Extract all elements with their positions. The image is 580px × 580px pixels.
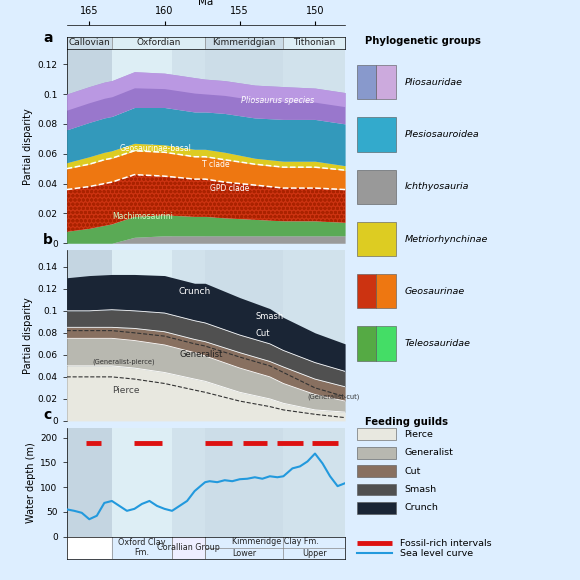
Bar bbox=[67, 250, 112, 421]
Text: Phylogenetic groups: Phylogenetic groups bbox=[365, 37, 481, 46]
Text: Machimosaurini: Machimosaurini bbox=[112, 212, 173, 222]
Bar bbox=[357, 484, 396, 495]
Bar bbox=[205, 536, 345, 559]
Text: Kimmeridgian: Kimmeridgian bbox=[213, 38, 276, 48]
X-axis label: Ma: Ma bbox=[198, 0, 213, 6]
Text: (Generalist-cut): (Generalist-cut) bbox=[307, 394, 360, 400]
Bar bbox=[172, 49, 205, 243]
Bar bbox=[172, 536, 205, 559]
Bar bbox=[67, 250, 112, 421]
Bar bbox=[357, 447, 396, 459]
Bar bbox=[357, 502, 396, 514]
Bar bbox=[67, 49, 112, 243]
Text: Cut: Cut bbox=[255, 329, 270, 338]
Text: Teleosauridae: Teleosauridae bbox=[405, 339, 470, 348]
Bar bbox=[67, 428, 112, 536]
Bar bbox=[357, 169, 396, 204]
Text: GPD clade: GPD clade bbox=[209, 184, 249, 193]
Text: Feeding guilds: Feeding guilds bbox=[365, 416, 448, 427]
Bar bbox=[205, 49, 284, 243]
Text: Plesiosauroidea: Plesiosauroidea bbox=[405, 130, 479, 139]
Text: Lower: Lower bbox=[232, 549, 256, 558]
Bar bbox=[67, 428, 112, 536]
Bar bbox=[284, 250, 345, 421]
Bar bbox=[284, 428, 345, 536]
Bar bbox=[172, 250, 205, 421]
Bar bbox=[357, 117, 396, 152]
Bar bbox=[284, 250, 345, 421]
Text: Pliosaurus species: Pliosaurus species bbox=[241, 96, 314, 105]
Text: Metriorhynchinae: Metriorhynchinae bbox=[405, 234, 488, 244]
Text: a: a bbox=[43, 31, 53, 45]
Text: Cut: Cut bbox=[405, 467, 421, 476]
Bar bbox=[112, 536, 172, 559]
Text: Fossil-rich intervals: Fossil-rich intervals bbox=[400, 539, 492, 548]
Text: T clade: T clade bbox=[202, 160, 230, 169]
Text: (Generalist-pierce): (Generalist-pierce) bbox=[92, 358, 155, 365]
Bar bbox=[205, 37, 284, 49]
Text: Pierce: Pierce bbox=[112, 386, 139, 396]
Text: Crunch: Crunch bbox=[179, 287, 211, 296]
Y-axis label: Partial disparity: Partial disparity bbox=[23, 297, 34, 374]
Bar bbox=[112, 37, 205, 49]
Text: Oxford Clay
Fm.: Oxford Clay Fm. bbox=[118, 538, 166, 557]
Bar bbox=[284, 37, 345, 49]
Text: c: c bbox=[43, 408, 51, 422]
Bar bbox=[172, 428, 205, 536]
Bar bbox=[357, 327, 376, 361]
Text: Pierce: Pierce bbox=[405, 430, 433, 439]
Text: Smash: Smash bbox=[405, 485, 437, 494]
Bar bbox=[284, 428, 345, 536]
Text: Upper: Upper bbox=[302, 549, 327, 558]
Text: Tithonian: Tithonian bbox=[293, 38, 335, 48]
Bar bbox=[112, 428, 205, 536]
Text: Smash: Smash bbox=[256, 311, 284, 321]
Bar bbox=[376, 327, 396, 361]
Bar bbox=[112, 49, 205, 243]
Text: Ichthyosauria: Ichthyosauria bbox=[405, 182, 469, 191]
Text: Sea level curve: Sea level curve bbox=[400, 549, 473, 557]
Bar bbox=[376, 65, 396, 100]
Text: b: b bbox=[43, 233, 53, 247]
Y-axis label: Water depth (m): Water depth (m) bbox=[26, 442, 37, 523]
Bar bbox=[205, 250, 284, 421]
Bar bbox=[67, 37, 112, 49]
Text: Generalist: Generalist bbox=[180, 350, 223, 359]
Bar bbox=[357, 274, 376, 309]
Text: Oxfordian: Oxfordian bbox=[136, 38, 181, 48]
Text: Generalist: Generalist bbox=[405, 448, 454, 457]
Text: Geosaurinae-basal: Geosaurinae-basal bbox=[119, 144, 191, 153]
Bar bbox=[357, 429, 396, 440]
Text: Callovian: Callovian bbox=[68, 38, 110, 48]
Bar bbox=[284, 49, 345, 243]
Bar bbox=[357, 222, 396, 256]
Text: Geosaurinae: Geosaurinae bbox=[405, 287, 465, 296]
Bar bbox=[376, 274, 396, 309]
Bar bbox=[205, 428, 284, 536]
Bar bbox=[112, 250, 205, 421]
Text: Crunch: Crunch bbox=[405, 503, 438, 513]
Bar bbox=[284, 49, 345, 243]
Bar bbox=[67, 49, 112, 243]
Text: Corallian Group: Corallian Group bbox=[157, 543, 220, 552]
Text: Pliosauridae: Pliosauridae bbox=[405, 78, 463, 87]
Text: Kimmeridge Clay Fm.: Kimmeridge Clay Fm. bbox=[231, 537, 318, 546]
Bar bbox=[357, 465, 396, 477]
Bar bbox=[357, 65, 376, 100]
Y-axis label: Partial disparity: Partial disparity bbox=[23, 108, 34, 184]
